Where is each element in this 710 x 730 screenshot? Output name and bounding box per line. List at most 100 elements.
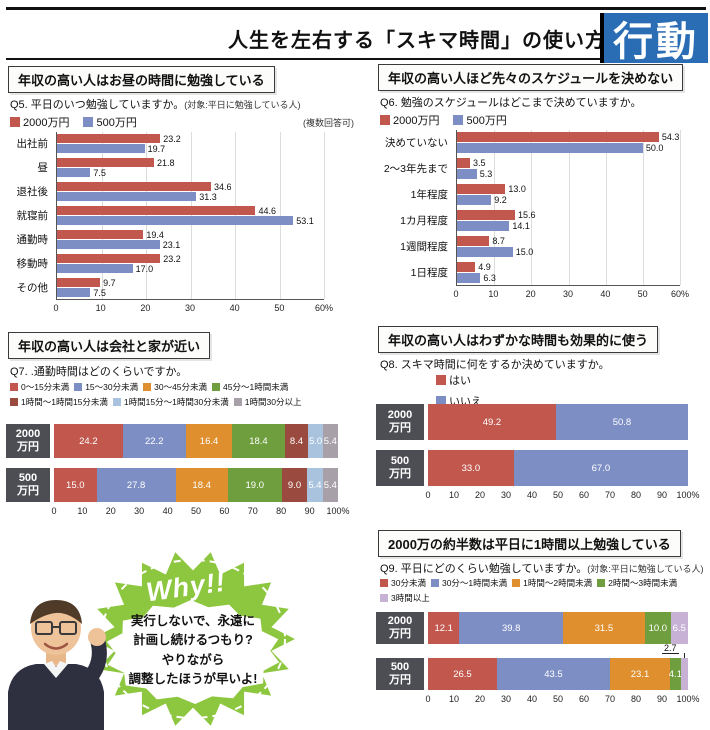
segment-value-label: 12.1 (434, 622, 453, 634)
axis-tick-label: 0 (53, 303, 59, 313)
bar: 19.7 (57, 144, 165, 154)
segment-value-label: 5.4 (308, 479, 322, 491)
segment-value-label: 6.5 (672, 622, 686, 634)
segment-value-label: 24.2 (79, 435, 98, 447)
legend-swatch (112, 398, 121, 406)
category-label-box: 2000 万円 (376, 612, 424, 644)
bar: 6.3 (457, 273, 496, 283)
bar-segment: 18.4 (232, 424, 285, 458)
axis-tick-label: 20 (525, 289, 536, 299)
bar-segment: 49.2 (428, 404, 556, 440)
segment-value-label: 5.0 (308, 435, 323, 447)
bar-segment: 23.1 (610, 658, 671, 690)
q8-chart: 2000 万円 49.2 50.8 500 万円 33.0 67.0 0 10 20 30 40 50… (376, 404, 708, 504)
q7-banner: 年収の高い人は会社と家が近い (8, 332, 211, 359)
bar-value-label: 50.0 (645, 143, 664, 153)
bar-segment: 39.8 (459, 612, 563, 644)
legend-label: 1時間30分以上 (244, 397, 302, 407)
axis-tick-label: 40 (229, 303, 240, 313)
segment-value-label: 33.0 (461, 462, 481, 474)
q5-legend: 2000万円 500万円 (10, 114, 260, 130)
q5-question-text: Q5. 平日のいつ勉強していますか。 (10, 99, 185, 111)
axis-tick-label: 0 (51, 506, 57, 516)
category-label: 1カ月程度 (400, 215, 448, 227)
axis-tick-label: 50 (190, 506, 202, 516)
legend-swatch (430, 579, 439, 587)
legend-item: 30〜45分未満 (143, 381, 207, 393)
q6-question: Q6. 勉強のスケジュールはどこまで決めていますか。 (380, 94, 641, 110)
axis-tick-label: 10 (488, 289, 499, 299)
segment-value-label: 15.0 (66, 479, 85, 491)
axis-tick-label: 50 (552, 490, 564, 500)
legend-label: 30〜45分未満 (154, 382, 208, 392)
bar-value-label: 3.5 (473, 158, 486, 168)
bar-value-label: 9.2 (494, 195, 507, 205)
q7-chart: 2000 万円 24.2 22.2 16.4 18.4 8.4 5.0 5.4 500 万円 15… (6, 424, 354, 524)
bar-segment: 26.5 (428, 658, 497, 690)
legend-item: 1時間30分以上 (233, 396, 302, 408)
bar: 54.3 (457, 132, 679, 142)
axis-tick-label: 80 (276, 506, 287, 516)
bar: 7.5 (57, 168, 106, 178)
segment-value-label: 27.8 (126, 479, 146, 491)
axis-tick-label: 10 (95, 303, 106, 313)
legend-swatch (83, 117, 94, 127)
legend-item: はい (436, 372, 471, 388)
bar: 23.2 (57, 254, 181, 264)
bubble-line: やりながら (161, 652, 225, 667)
axis-tick-label: 30 (184, 303, 196, 313)
bar-value-label: 14.1 (512, 221, 530, 231)
legend-label: 500万円 (96, 117, 137, 129)
q9-legend: 30分未満 30分〜1時間未満 1時間〜2時間未満 2時間〜3時間未満 3時間以上 (380, 577, 710, 604)
stacked-bar-row: 49.2 50.8 (428, 404, 688, 440)
bar: 9.2 (457, 195, 507, 205)
bar-segment: 18.4 (175, 468, 228, 502)
legend-item: 0〜15分未満 (10, 381, 69, 393)
axis-tick-label: 0 (453, 289, 459, 299)
bar-segment: 5.4 (322, 468, 338, 502)
bar-segment: 5.0 (308, 424, 323, 458)
segment-value-label: 5.4 (323, 435, 337, 447)
segment-value-label: 22.2 (144, 435, 164, 447)
legend-label: 1時間〜2時間未満 (523, 578, 593, 588)
bar-value-label: 9.7 (103, 277, 116, 288)
axis-tick-label: 100% (676, 490, 700, 500)
category-label-box: 500 万円 (376, 658, 424, 690)
category-label: その他 (16, 282, 49, 294)
axis-tick-label: 90 (304, 506, 315, 516)
why-bubble: Why!! 実行しないで、永遠に 計画し続けるつもり? やりながら 調整したほう… (88, 548, 298, 730)
legend-item: 45分〜1時間未満 (212, 381, 288, 393)
q8-question: Q8. スキマ時間に何をするか決めていますか。 (380, 356, 610, 372)
value-callout: 2.7 (662, 643, 679, 654)
axis-tick-label: 100% (326, 506, 350, 516)
bar: 53.1 (57, 216, 314, 226)
bar-value-label: 31.3 (199, 191, 217, 202)
legend-swatch (380, 579, 388, 587)
bar-segment: 9.0 (281, 468, 308, 502)
q9-question-text: Q9. 平日にどのくらい勉強していますか。 (380, 563, 588, 575)
bar-segment: 10.0 (644, 612, 671, 644)
bar-segment: 6.5 (670, 612, 688, 644)
axis-tick-label: 20 (140, 303, 151, 313)
axis-tick-label: 80 (630, 694, 642, 704)
axis-tick-label: 30 (500, 694, 512, 704)
legend-swatch (212, 383, 221, 391)
bar-value-label: 6.3 (483, 273, 496, 283)
bar: 31.3 (57, 192, 217, 202)
bar-value-label: 54.3 (661, 132, 680, 142)
q9-chart: 2000 万円 12.1 39.8 31.5 10.0 6.5 500 万円 26.5 43.5… (376, 612, 708, 707)
axis-tick-label: 70 (604, 694, 616, 704)
legend-item: 3時間以上 (380, 592, 430, 604)
legend-item: 30分未満 (380, 577, 426, 589)
legend-label: 30分〜1時間未満 (441, 578, 508, 588)
bar: 19.4 (57, 230, 164, 240)
legend-swatch (380, 115, 390, 125)
gridline (494, 130, 496, 285)
segment-value-label: 16.4 (199, 435, 219, 447)
bar: 8.7 (457, 236, 505, 246)
legend-item: 30分〜1時間未満 (430, 577, 508, 589)
q6-question-text: Q6. 勉強のスケジュールはどこまで決めていますか。 (380, 97, 642, 109)
page-title: 人生を左右する「スキマ時間」の使い方 (228, 30, 606, 52)
legend-swatch (74, 383, 83, 391)
top-rule (6, 7, 706, 10)
